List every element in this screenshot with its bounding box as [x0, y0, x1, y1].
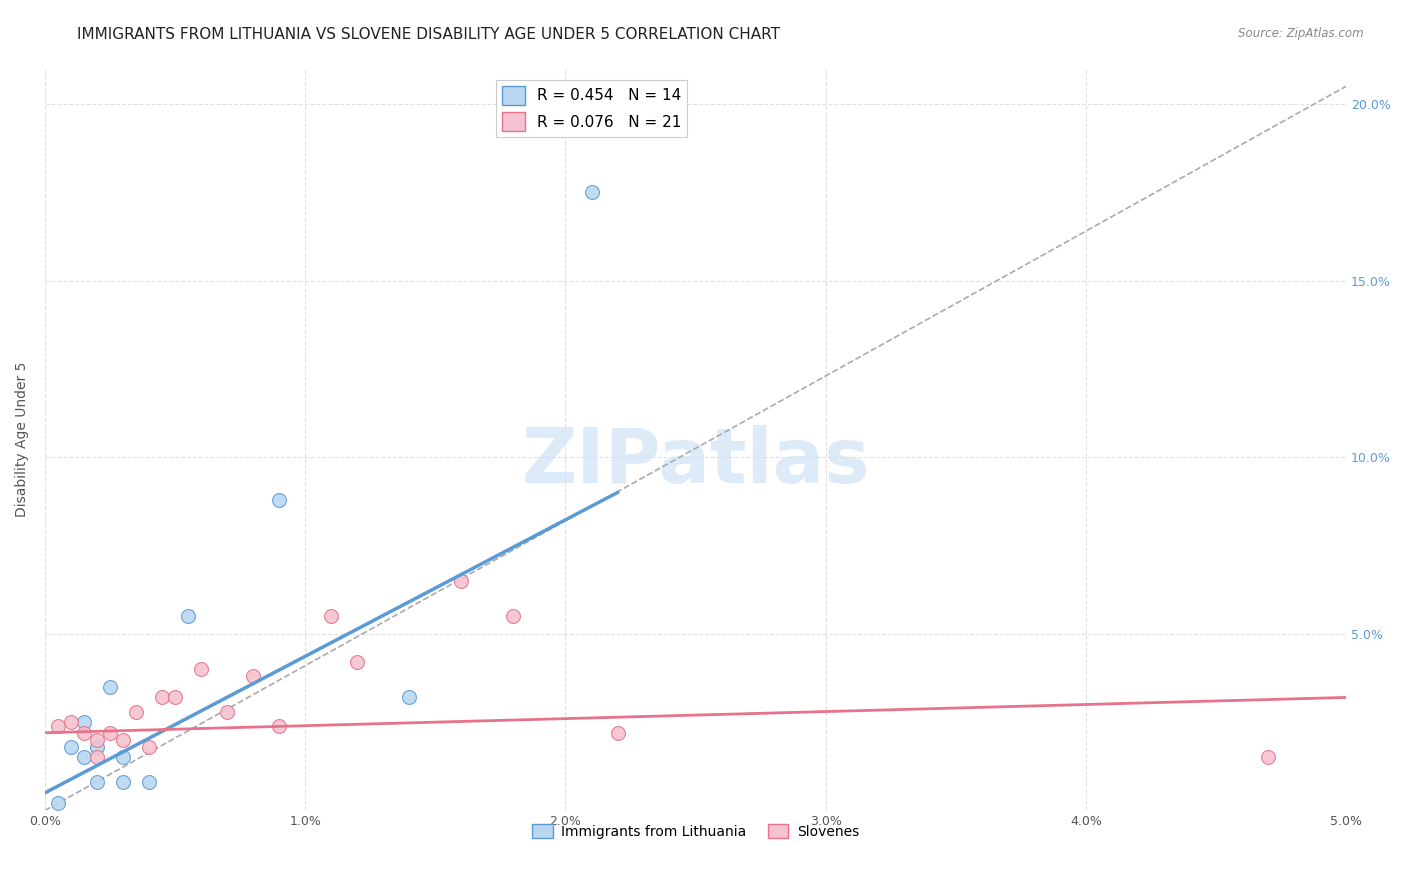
Text: Source: ZipAtlas.com: Source: ZipAtlas.com — [1239, 27, 1364, 40]
Point — [217, 705, 239, 719]
Point — [112, 775, 135, 789]
Point — [73, 715, 96, 730]
Y-axis label: Disability Age Under 5: Disability Age Under 5 — [15, 362, 30, 517]
Point — [86, 750, 108, 764]
Point — [346, 655, 368, 669]
Point — [190, 662, 212, 676]
Text: IMMIGRANTS FROM LITHUANIA VS SLOVENE DISABILITY AGE UNDER 5 CORRELATION CHART: IMMIGRANTS FROM LITHUANIA VS SLOVENE DIS… — [77, 27, 780, 42]
Point — [269, 719, 291, 733]
Point — [450, 574, 472, 588]
Point — [73, 725, 96, 739]
Point — [165, 690, 187, 705]
Point — [112, 750, 135, 764]
Point — [86, 739, 108, 754]
Point — [269, 492, 291, 507]
Point — [59, 715, 82, 730]
Point — [1257, 750, 1279, 764]
Point — [606, 725, 628, 739]
Point — [46, 719, 69, 733]
Point — [398, 690, 420, 705]
Point — [98, 725, 121, 739]
Point — [138, 739, 160, 754]
Text: ZIPatlas: ZIPatlas — [522, 425, 870, 499]
Point — [502, 609, 524, 624]
Point — [59, 739, 82, 754]
Point — [150, 690, 173, 705]
Point — [46, 797, 69, 811]
Point — [581, 185, 603, 199]
Point — [321, 609, 343, 624]
Point — [112, 732, 135, 747]
Point — [138, 775, 160, 789]
Point — [125, 705, 148, 719]
Point — [242, 669, 264, 683]
Point — [98, 680, 121, 694]
Point — [177, 609, 200, 624]
Point — [73, 750, 96, 764]
Legend: Immigrants from Lithuania, Slovenes: Immigrants from Lithuania, Slovenes — [527, 819, 865, 845]
Point — [86, 732, 108, 747]
Point — [86, 775, 108, 789]
